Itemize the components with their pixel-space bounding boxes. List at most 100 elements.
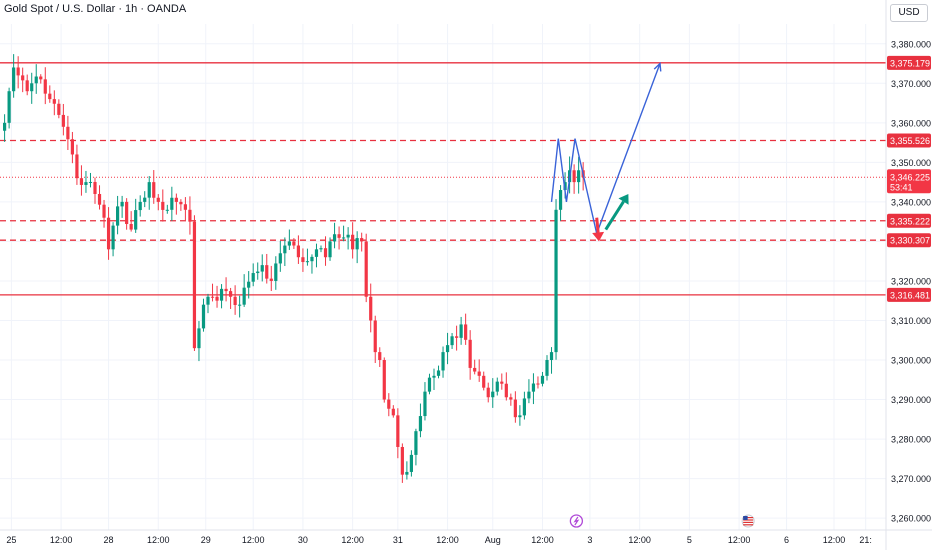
candle-body — [224, 288, 228, 292]
flag-canton[interactable] — [743, 516, 748, 520]
candle-body — [7, 91, 11, 123]
candle-body — [436, 370, 441, 376]
candle-body — [215, 296, 219, 301]
candle-body — [378, 352, 382, 361]
candle-body — [468, 339, 472, 368]
candle-body — [504, 383, 508, 398]
candle-body — [545, 360, 549, 376]
candle-body — [301, 257, 305, 263]
candle-body — [482, 375, 486, 388]
candle-body — [192, 221, 197, 349]
candle-body — [305, 261, 310, 263]
candle-body — [540, 375, 545, 384]
price-tick-label: 3,260.000 — [891, 514, 931, 524]
countdown-label: 53:41 — [890, 182, 913, 192]
flag-stripe[interactable] — [743, 517, 754, 519]
candle-body — [432, 375, 436, 378]
candle-body — [522, 398, 526, 416]
candle-body — [134, 210, 138, 230]
candle-body — [201, 304, 206, 329]
candle-body — [549, 352, 554, 361]
candle-body — [423, 391, 427, 417]
candle-body — [518, 415, 522, 418]
candle-body — [152, 182, 156, 198]
time-tick-label: 21: — [859, 535, 872, 545]
candle-body — [147, 182, 151, 198]
time-tick-label: 12:00 — [147, 535, 170, 545]
currency-button[interactable]: USD — [890, 4, 928, 22]
candle-body — [251, 273, 255, 282]
flag-stripe[interactable] — [743, 521, 754, 523]
time-tick-label: 12:00 — [50, 535, 73, 545]
candle-body — [558, 190, 563, 210]
time-tick-label: 29 — [201, 535, 211, 545]
candle-body — [323, 248, 328, 258]
candle-body — [143, 197, 147, 202]
price-tick-label: 3,290.000 — [891, 395, 931, 405]
candle-body — [319, 248, 323, 250]
flag-stripe[interactable] — [743, 519, 754, 521]
candle-body — [120, 201, 124, 207]
candle-body — [536, 383, 540, 385]
down-arrow — [595, 217, 600, 233]
time-tick-label: 6 — [784, 535, 789, 545]
candle-body — [369, 296, 373, 321]
candle-body — [455, 336, 459, 338]
time-tick-label: 3 — [587, 535, 592, 545]
candle-body — [70, 139, 74, 155]
candle-body — [242, 287, 246, 305]
candle-body — [473, 367, 477, 372]
candle-body — [174, 197, 178, 202]
candle-body — [210, 296, 215, 298]
grid-lines — [0, 24, 886, 530]
price-tick-label: 3,320.000 — [891, 276, 931, 286]
candle-body — [445, 345, 450, 353]
time-tick-label: 31 — [393, 535, 403, 545]
candle-body — [314, 249, 319, 257]
time-tick-label: 12:00 — [242, 535, 265, 545]
candle-body — [328, 241, 332, 258]
flag-stripe[interactable] — [743, 524, 754, 526]
projection-drawing — [550, 62, 662, 242]
price-tick-label: 3,340.000 — [891, 197, 931, 207]
event-markers[interactable] — [569, 514, 755, 528]
candle-body — [351, 234, 355, 250]
candle-body — [179, 201, 183, 205]
candle-body — [156, 197, 160, 202]
candle-body — [310, 256, 314, 262]
candle-body — [427, 377, 432, 392]
time-tick-label: 12:00 — [531, 535, 554, 545]
candle-body — [106, 217, 111, 250]
candle-body — [265, 265, 269, 279]
candle-body — [43, 79, 47, 94]
candle-body — [572, 170, 576, 183]
level-lines — [0, 62, 886, 296]
candle-body — [577, 170, 581, 183]
time-tick-label: 12:00 — [728, 535, 751, 545]
candle-body — [88, 181, 93, 183]
candle-body — [409, 454, 413, 472]
last-price-tag — [887, 169, 931, 194]
candle-body — [34, 76, 38, 84]
candle-body — [93, 181, 97, 194]
candle-body — [373, 320, 377, 353]
candle-body — [441, 352, 445, 371]
flash-bolt-icon[interactable] — [573, 516, 580, 526]
time-tick-label: 12:00 — [823, 535, 846, 545]
level-price-label: 3,355.526 — [890, 136, 930, 146]
candle-body — [396, 415, 400, 447]
price-tick-label: 3,360.000 — [891, 118, 931, 128]
candle-body — [531, 383, 536, 392]
candle-body — [337, 234, 341, 238]
candle-body — [450, 336, 454, 346]
candle-body — [332, 234, 337, 242]
level-tag — [887, 287, 931, 302]
candle-body — [509, 397, 513, 400]
down-arrow-head — [592, 231, 605, 242]
candle-body — [296, 245, 300, 258]
candle-body — [30, 83, 34, 92]
candle-body — [84, 182, 88, 185]
time-tick-label: 28 — [104, 535, 114, 545]
